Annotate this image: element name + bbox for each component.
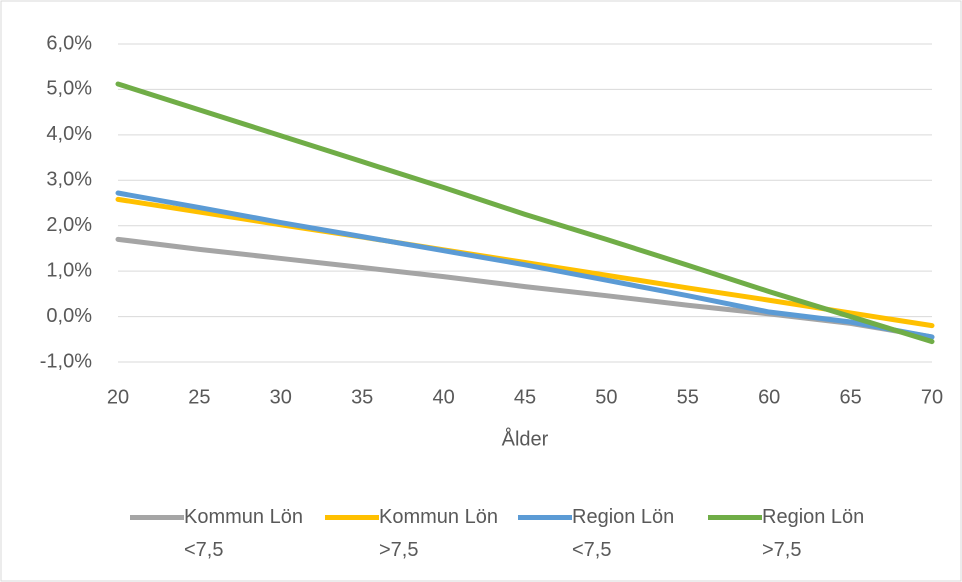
y-tick-label: 6,0% [46,32,92,54]
x-tick-label: 55 [677,386,699,408]
legend-swatch [708,515,762,520]
series-line [115,81,935,345]
legend-swatch [130,515,184,520]
legend-label: Kommun Lön <7,5 [184,506,303,561]
x-tick-label: 25 [188,386,210,408]
legend-label: Kommun Lön >7,5 [379,506,498,561]
series-line [115,190,935,340]
x-tick-label: 70 [921,386,943,408]
y-tick-label: 3,0% [46,169,92,191]
y-tick-label: 0,0% [46,305,92,327]
x-tick-label: 45 [514,386,536,408]
legend-label: Region Lön <7,5 [572,506,675,561]
legend-swatch [518,515,572,520]
x-tick-label: 60 [758,386,780,408]
legend-label: Region Lön >7,5 [762,506,865,561]
x-tick-label: 35 [351,386,373,408]
x-axis-label: Ålder [502,427,549,450]
x-tick-label: 40 [432,386,454,408]
x-tick-label: 65 [839,386,861,408]
series-line [115,236,935,340]
y-tick-label: -1,0% [40,350,92,372]
y-tick-label: 5,0% [46,78,92,100]
y-tick-label: 4,0% [46,123,92,145]
x-tick-label: 20 [107,386,129,408]
y-tick-label: 2,0% [46,214,92,236]
x-tick-label: 30 [270,386,292,408]
y-tick-label: 1,0% [46,259,92,281]
x-tick-label: 50 [595,386,617,408]
legend-swatch [325,515,379,520]
